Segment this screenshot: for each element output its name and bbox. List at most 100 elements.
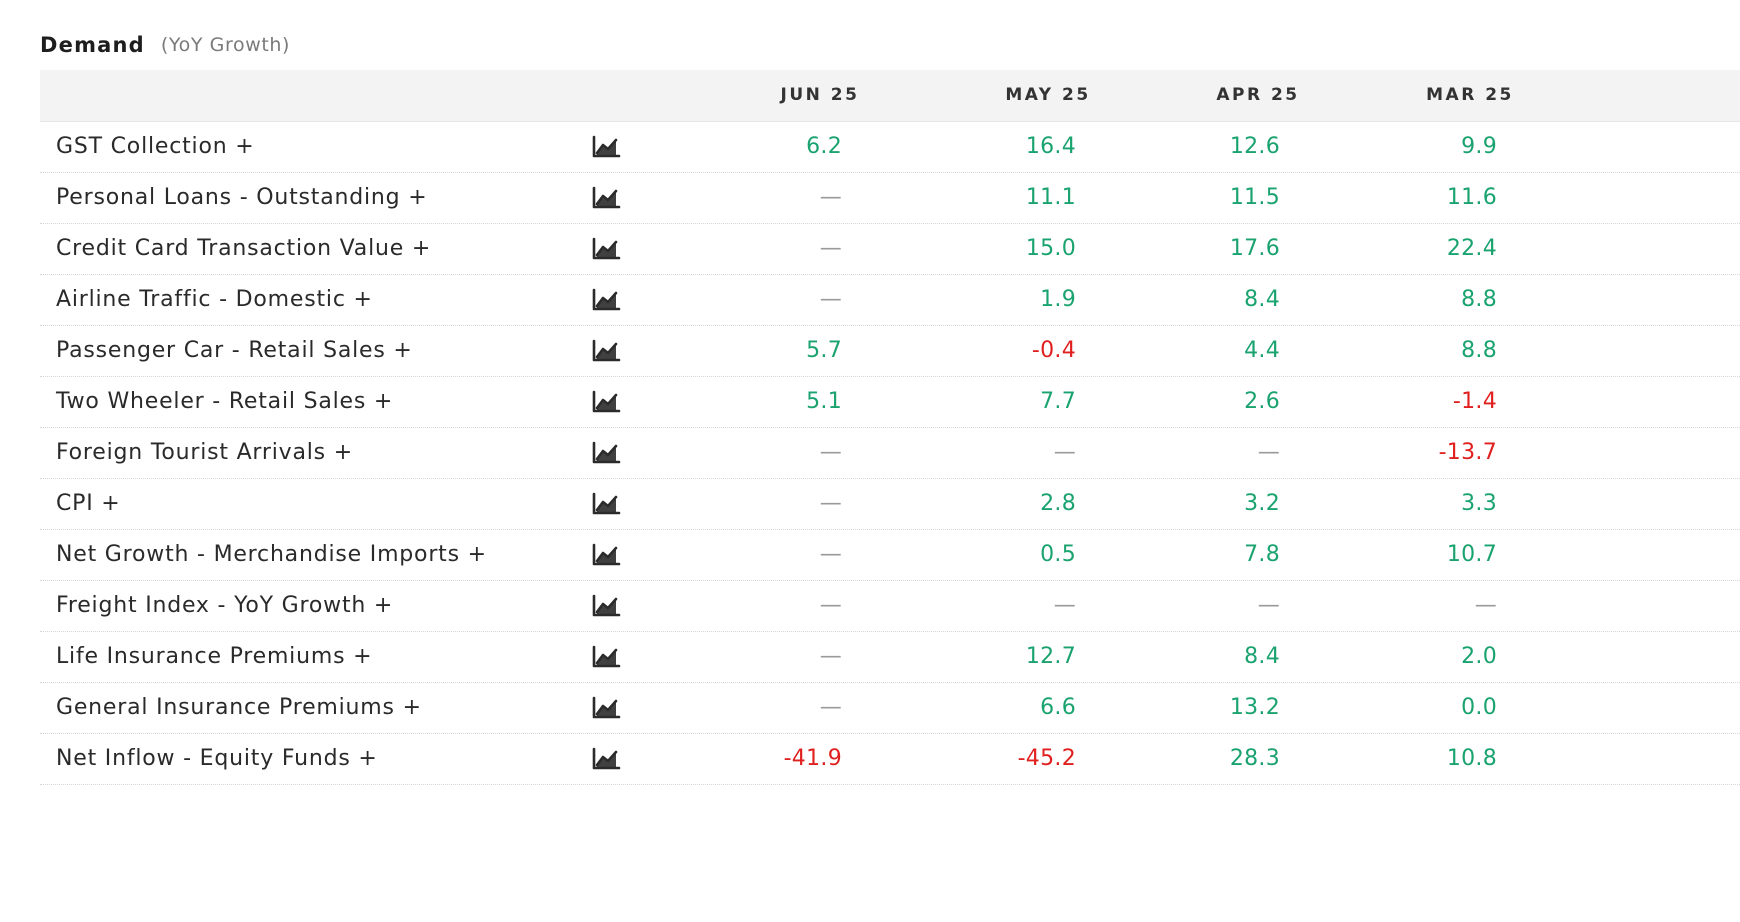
value-cell: 8.8: [1461, 287, 1497, 312]
value-cell: 10.7: [1446, 542, 1497, 567]
value-cell: 10.8: [1446, 746, 1497, 771]
value-cell: -45.2: [1017, 746, 1076, 771]
row-label[interactable]: CPI +: [56, 491, 121, 516]
value-cell: 0.5: [1040, 542, 1076, 567]
value-cell: 2.6: [1244, 389, 1280, 414]
value-cell: 7.7: [1040, 389, 1076, 414]
table-row: Freight Index - YoY Growth + — — — —: [40, 581, 1740, 632]
value-cell: —: [819, 185, 842, 210]
table-row: CPI + — 2.8 3.2 3.3: [40, 479, 1740, 530]
trend-chart-icon[interactable]: [591, 287, 621, 313]
table-row: Passenger Car - Retail Sales + 5.7 -0.4 4.4…: [40, 326, 1740, 377]
demand-table: JUN 25 MAY 25 APR 25 MAR 25 GST Collecti…: [40, 70, 1740, 785]
trend-chart-icon[interactable]: [591, 185, 621, 211]
table-row: GST Collection + 6.2 16.4 12.6 9.9: [40, 122, 1740, 173]
section-title: Demand: [40, 33, 145, 57]
row-label[interactable]: Personal Loans - Outstanding +: [56, 185, 428, 210]
table-row: General Insurance Premiums + — 6.6 13.2 0.0: [40, 683, 1740, 734]
value-cell: 3.2: [1244, 491, 1280, 516]
trend-chart-icon[interactable]: [591, 338, 621, 364]
row-label[interactable]: General Insurance Premiums +: [56, 695, 422, 720]
value-cell: -41.9: [783, 746, 842, 771]
row-label[interactable]: Credit Card Transaction Value +: [56, 236, 432, 261]
table-row: Airline Traffic - Domestic + — 1.9 8.4 8.8: [40, 275, 1740, 326]
value-cell: -13.7: [1438, 440, 1497, 465]
table-row: Life Insurance Premiums + — 12.7 8.4 2.0: [40, 632, 1740, 683]
demand-section: Demand (YoY Growth) JUN 25 MAY 25 APR 25…: [40, 26, 1740, 785]
table-row: Foreign Tourist Arrivals + — — — -13.7: [40, 428, 1740, 479]
value-cell: 11.1: [1025, 185, 1076, 210]
row-label[interactable]: Passenger Car - Retail Sales +: [56, 338, 413, 363]
value-cell: 8.8: [1461, 338, 1497, 363]
table-row: Personal Loans - Outstanding + — 11.1 11.5 1…: [40, 173, 1740, 224]
value-cell: —: [819, 236, 842, 261]
column-header-apr-25[interactable]: APR 25: [1216, 85, 1300, 105]
value-cell: 12.7: [1025, 644, 1076, 669]
trend-chart-icon[interactable]: [591, 593, 621, 619]
value-cell: -1.4: [1452, 389, 1497, 414]
trend-chart-icon[interactable]: [591, 134, 621, 160]
value-cell: 12.6: [1229, 134, 1280, 159]
value-cell: 28.3: [1229, 746, 1280, 771]
table-header: JUN 25 MAY 25 APR 25 MAR 25: [40, 70, 1740, 122]
value-cell: 6.6: [1040, 695, 1076, 720]
table-row: Credit Card Transaction Value + — 15.0 17.6…: [40, 224, 1740, 275]
value-cell: —: [819, 491, 842, 516]
row-label[interactable]: Freight Index - YoY Growth +: [56, 593, 394, 618]
value-cell: 3.3: [1461, 491, 1497, 516]
value-cell: 1.9: [1040, 287, 1076, 312]
column-header-may-25[interactable]: MAY 25: [1005, 85, 1091, 105]
value-cell: 8.4: [1244, 644, 1280, 669]
table-row: Net Inflow - Equity Funds + -41.9 -45.2 28.…: [40, 734, 1740, 785]
value-cell: —: [819, 287, 842, 312]
value-cell: 5.1: [806, 389, 842, 414]
trend-chart-icon[interactable]: [591, 236, 621, 262]
table-body: GST Collection + 6.2 16.4 12.6 9.9 Personal L…: [40, 122, 1740, 785]
trend-chart-icon[interactable]: [591, 746, 621, 772]
row-label[interactable]: GST Collection +: [56, 134, 255, 159]
value-cell: 15.0: [1025, 236, 1076, 261]
value-cell: —: [819, 644, 842, 669]
value-cell: 5.7: [806, 338, 842, 363]
row-label[interactable]: Life Insurance Premiums +: [56, 644, 373, 669]
value-cell: 17.6: [1229, 236, 1280, 261]
section-header: Demand (YoY Growth): [40, 26, 1740, 64]
value-cell: -0.4: [1031, 338, 1076, 363]
row-label[interactable]: Net Growth - Merchandise Imports +: [56, 542, 487, 567]
value-cell: —: [819, 593, 842, 618]
table-row: Two Wheeler - Retail Sales + 5.1 7.7 2.6 -1.…: [40, 377, 1740, 428]
value-cell: 8.4: [1244, 287, 1280, 312]
value-cell: —: [1053, 593, 1076, 618]
section-subtitle: (YoY Growth): [160, 34, 291, 56]
value-cell: 11.6: [1446, 185, 1497, 210]
value-cell: —: [1053, 440, 1076, 465]
row-label[interactable]: Foreign Tourist Arrivals +: [56, 440, 353, 465]
row-label[interactable]: Net Inflow - Equity Funds +: [56, 746, 378, 771]
row-label[interactable]: Two Wheeler - Retail Sales +: [56, 389, 394, 414]
value-cell: —: [1474, 593, 1497, 618]
row-label[interactable]: Airline Traffic - Domestic +: [56, 287, 373, 312]
value-cell: —: [1257, 440, 1280, 465]
value-cell: 13.2: [1229, 695, 1280, 720]
value-cell: —: [819, 695, 842, 720]
trend-chart-icon[interactable]: [591, 491, 621, 517]
value-cell: 11.5: [1229, 185, 1280, 210]
trend-chart-icon[interactable]: [591, 542, 621, 568]
value-cell: 4.4: [1244, 338, 1280, 363]
trend-chart-icon[interactable]: [591, 644, 621, 670]
value-cell: 2.0: [1461, 644, 1497, 669]
table-row: Net Growth - Merchandise Imports + — 0.5 7.…: [40, 530, 1740, 581]
value-cell: 9.9: [1461, 134, 1497, 159]
value-cell: 0.0: [1461, 695, 1497, 720]
value-cell: 22.4: [1446, 236, 1497, 261]
column-header-mar-25[interactable]: MAR 25: [1426, 85, 1514, 105]
value-cell: 16.4: [1025, 134, 1076, 159]
value-cell: —: [819, 440, 842, 465]
trend-chart-icon[interactable]: [591, 440, 621, 466]
trend-chart-icon[interactable]: [591, 389, 621, 415]
value-cell: 7.8: [1244, 542, 1280, 567]
value-cell: —: [1257, 593, 1280, 618]
column-header-jun-25[interactable]: JUN 25: [780, 85, 860, 105]
trend-chart-icon[interactable]: [591, 695, 621, 721]
value-cell: 6.2: [806, 134, 842, 159]
